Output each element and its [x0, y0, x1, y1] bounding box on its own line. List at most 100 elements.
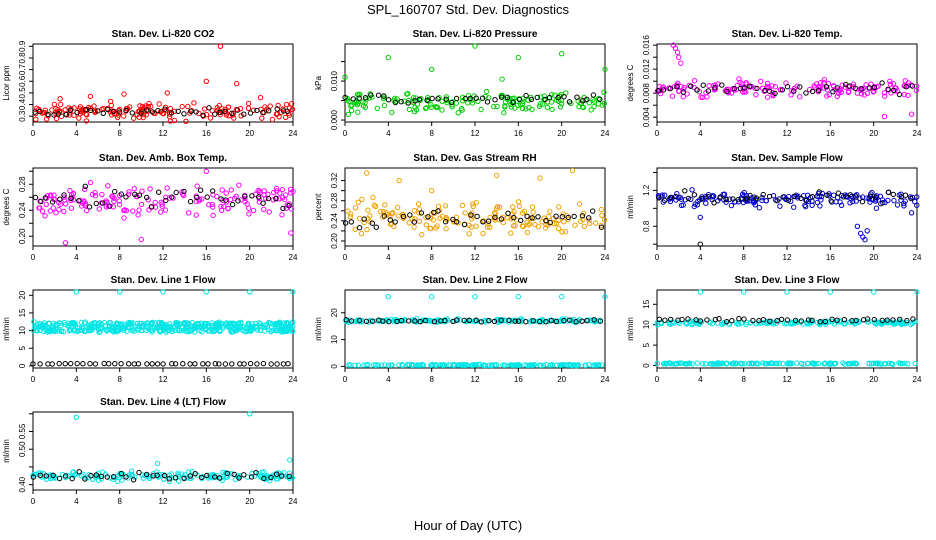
data-point — [209, 108, 215, 114]
data-point — [241, 361, 247, 367]
data-point — [206, 324, 213, 330]
data-point — [56, 475, 63, 482]
data-point — [352, 226, 358, 233]
data-point — [160, 361, 166, 367]
data-point — [260, 200, 266, 206]
data-point — [588, 107, 594, 113]
data-point — [834, 317, 840, 323]
data-point — [816, 85, 822, 91]
data-point — [597, 318, 603, 324]
data-point — [787, 361, 794, 367]
series-2 — [342, 208, 605, 231]
data-point — [873, 205, 880, 211]
data-point — [529, 204, 536, 210]
data-point — [381, 213, 387, 219]
data-point — [840, 360, 846, 366]
data-point — [37, 472, 43, 478]
data-point — [236, 475, 242, 481]
data-point — [362, 100, 368, 106]
data-point — [519, 210, 526, 216]
data-point — [264, 324, 271, 330]
data-point — [710, 360, 716, 367]
data-point — [57, 196, 63, 202]
data-point — [516, 203, 523, 210]
data-point — [898, 321, 905, 328]
data-point — [88, 324, 95, 330]
data-point — [467, 95, 473, 102]
data-point — [370, 194, 376, 201]
data-point — [32, 194, 39, 201]
data-point — [92, 361, 99, 367]
data-point — [78, 319, 85, 326]
chart-panel-10: Stan. Dev. Line 4 (LT) Flow ml/min 0 4 8 12 16… — [2, 397, 298, 506]
data-point — [809, 317, 815, 323]
data-point — [154, 324, 160, 331]
x-tick-label: 0 — [343, 375, 348, 384]
data-point — [187, 473, 194, 479]
outlier-point — [515, 294, 521, 300]
data-point — [824, 192, 830, 198]
data-point — [287, 186, 294, 193]
data-point — [284, 108, 290, 115]
data-point — [253, 323, 259, 330]
data-point — [456, 362, 462, 368]
data-point — [496, 204, 503, 210]
outlier-point — [559, 294, 565, 300]
data-point — [200, 361, 206, 367]
data-point — [549, 106, 555, 113]
data-point — [405, 100, 411, 106]
data-point — [144, 323, 151, 329]
data-point — [559, 229, 565, 235]
data-point — [222, 361, 229, 367]
data-point — [654, 322, 661, 328]
data-point — [803, 90, 809, 96]
data-point — [210, 204, 216, 210]
data-point — [809, 88, 816, 95]
x-tick-label: 8 — [741, 375, 746, 384]
data-point — [881, 90, 888, 96]
data-point — [767, 318, 773, 324]
data-point — [267, 320, 274, 326]
data-point — [187, 475, 193, 481]
data-point — [173, 189, 179, 196]
x-tick-label: 12 — [783, 129, 792, 138]
data-point — [487, 224, 493, 231]
outlier-point — [499, 76, 505, 82]
data-point — [149, 204, 155, 210]
data-point — [905, 92, 911, 99]
y-tick-label: 5 — [642, 342, 651, 347]
panel-title: Stan. Dev. Li-820 Temp. — [732, 29, 843, 40]
data-point — [33, 116, 39, 123]
data-point — [679, 316, 685, 323]
x-tick-label: 20 — [245, 497, 254, 506]
data-point — [187, 198, 194, 205]
data-point — [406, 220, 412, 226]
x-tick-label: 4 — [698, 375, 703, 384]
outlier-point — [429, 66, 435, 73]
data-point — [890, 81, 897, 87]
data-point — [711, 200, 717, 206]
data-point — [154, 361, 161, 367]
data-point — [849, 360, 855, 367]
data-point — [175, 108, 181, 115]
data-point — [568, 100, 574, 107]
data-point — [705, 88, 712, 94]
data-point — [443, 96, 449, 102]
data-point — [538, 94, 544, 100]
data-point — [110, 194, 116, 200]
data-point — [261, 324, 267, 331]
data-point — [49, 199, 56, 205]
data-point — [459, 362, 465, 368]
data-point — [369, 220, 375, 226]
y-tick-label: 0 — [18, 363, 27, 368]
data-point — [343, 317, 349, 323]
data-point — [593, 220, 599, 226]
outlier-point — [672, 45, 679, 51]
data-point — [798, 318, 804, 324]
data-point — [674, 84, 680, 90]
data-point — [398, 99, 404, 105]
panel-title: Stan. Dev. Sample Flow — [731, 153, 843, 164]
data-point — [484, 88, 490, 95]
data-point — [56, 360, 62, 367]
y-tick-label: 20 — [330, 308, 339, 317]
